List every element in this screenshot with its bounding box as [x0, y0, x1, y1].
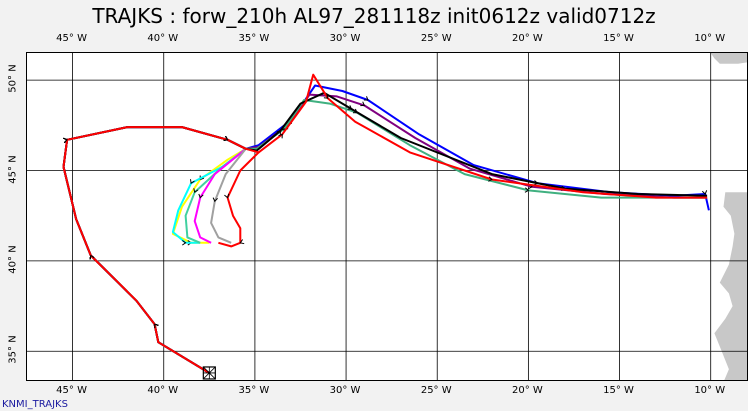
credit-label: KNMI_TRAJKS [2, 399, 68, 410]
lon-label-top: 40° W [147, 33, 179, 44]
direction-arrow-icon [223, 136, 229, 141]
direction-arrow-icon [224, 193, 230, 199]
lon-label-bottom: 45° W [56, 385, 87, 396]
lat-label-left: 35° N [7, 335, 19, 364]
trajectory-line [62, 91, 708, 374]
start-marker-layer [202, 366, 216, 380]
trajectory-line [62, 99, 708, 374]
direction-arrow-icon [193, 188, 199, 194]
lon-label-bottom: 30° W [329, 385, 361, 396]
lon-label-top: 35° W [238, 33, 270, 44]
lon-label-bottom: 20° W [511, 385, 543, 396]
chart-title: TRAJKS : forw_210h AL97_281118z init0612… [92, 4, 656, 28]
trajectory-line [62, 93, 708, 374]
lon-label-bottom: 40° W [147, 385, 179, 396]
direction-arrow-icon [347, 105, 353, 110]
graticule [27, 53, 747, 380]
trajectory-layer [62, 73, 710, 374]
lat-label-left: 50° N [7, 64, 19, 93]
land-ireland [710, 53, 747, 64]
direction-arrow-icon [276, 129, 281, 135]
direction-arrow-icon [488, 176, 493, 182]
direction-arrow-icon [212, 197, 218, 203]
direction-arrow-icon [323, 94, 329, 99]
direction-arrow-icon [701, 190, 708, 195]
direction-arrow-icon [360, 101, 366, 107]
land-layer [710, 53, 747, 380]
direction-arrow-icon [524, 187, 530, 193]
trajectory-line [218, 151, 260, 248]
lon-label-bottom: 35° W [238, 385, 270, 396]
direction-arrow-icon [198, 193, 204, 199]
lon-label-top: 25° W [420, 33, 452, 44]
trajectory-line [62, 126, 247, 374]
trajectory-line [62, 126, 247, 374]
lon-label-top: 10° W [694, 33, 726, 44]
lon-label-bottom: 25° W [420, 385, 452, 396]
start-marker-cross-icon [203, 366, 216, 380]
direction-arrow-icon [363, 96, 369, 101]
trajectory-line [62, 126, 247, 374]
map-frame[interactable] [26, 52, 748, 381]
direction-arrow-icon [89, 254, 95, 260]
lat-label-left: 45° N [7, 154, 19, 184]
trajectory-line [62, 126, 247, 374]
direction-arrow-icon [239, 239, 245, 245]
trajectory-line [62, 73, 708, 374]
direction-arrow-icon [278, 133, 283, 139]
lon-label-top: 15° W [603, 33, 634, 44]
lon-label-bottom: 15° W [603, 385, 634, 396]
lon-label-top: 45° W [56, 33, 87, 44]
map-canvas[interactable] [27, 53, 748, 381]
lat-label-left: 40° N [7, 245, 19, 274]
lon-label-top: 20° W [511, 33, 543, 44]
direction-arrow-icon [182, 240, 187, 246]
direction-arrow-icon [154, 323, 159, 329]
lon-label-top: 30° W [329, 33, 361, 44]
direction-arrow-icon [190, 179, 195, 185]
lon-label-bottom: 10° W [694, 385, 726, 396]
trajectory-line [62, 126, 247, 374]
land-iberia [714, 192, 747, 380]
direction-arrow-icon [63, 137, 68, 144]
